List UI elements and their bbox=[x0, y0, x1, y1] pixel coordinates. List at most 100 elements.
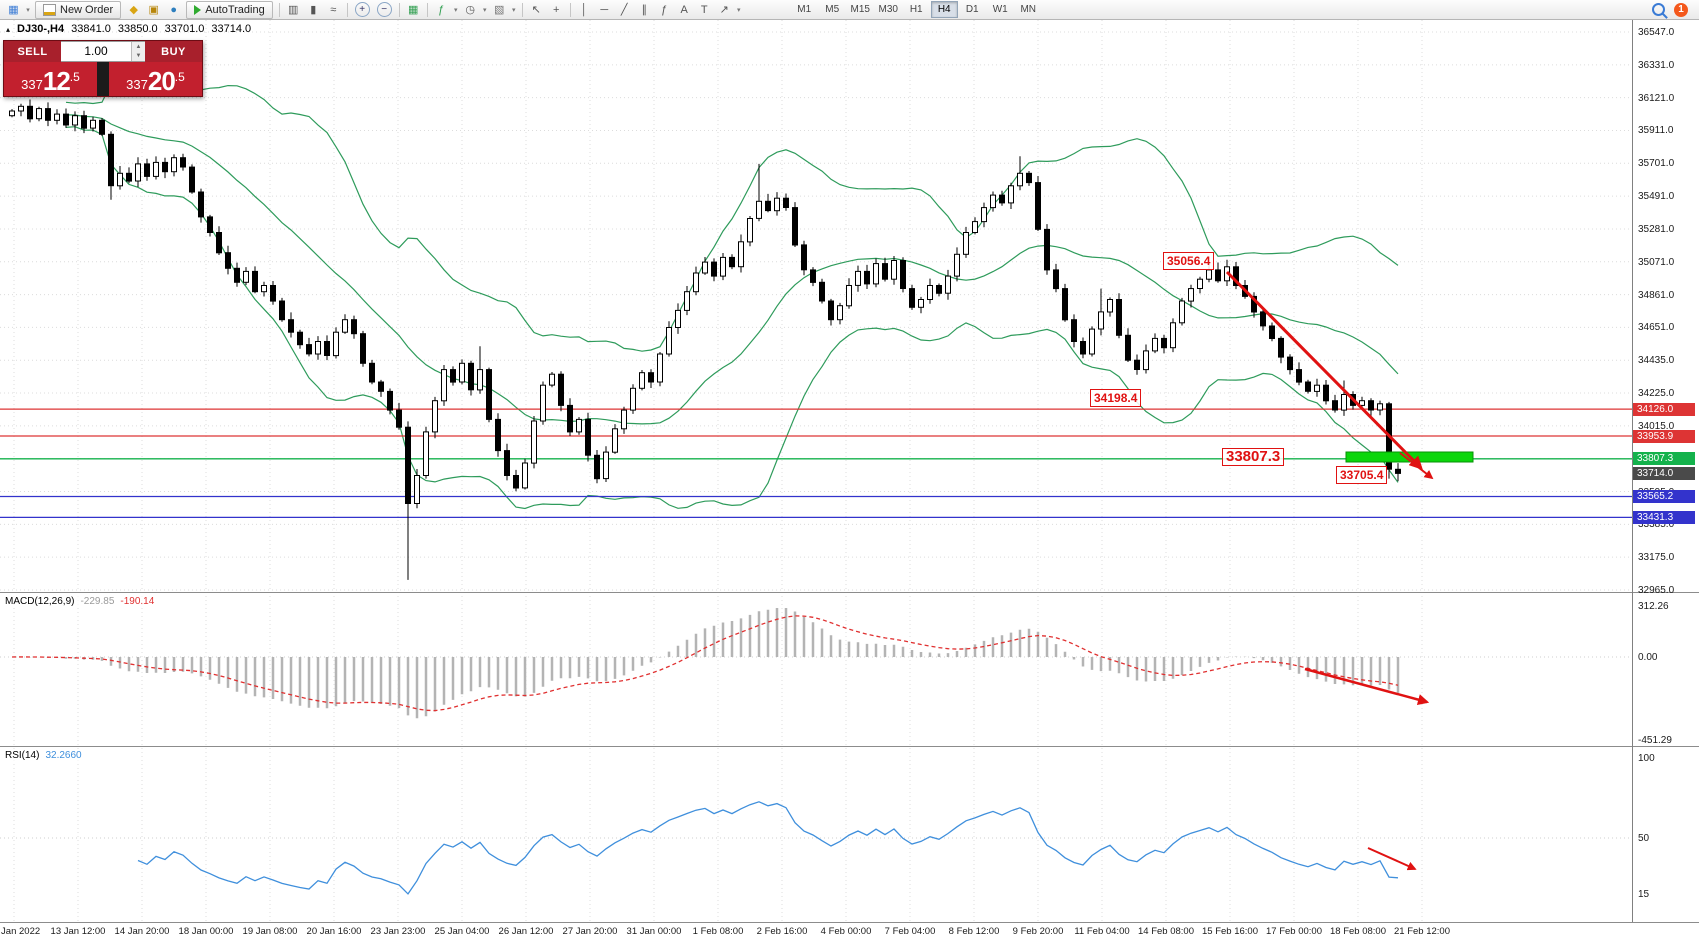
rsi-label: RSI(14) 32.2660 bbox=[5, 750, 82, 761]
time-axis-label: 21 Feb 12:00 bbox=[1394, 926, 1450, 937]
candles bbox=[9, 99, 1401, 580]
macd-name: MACD(12,26,9) bbox=[5, 596, 75, 607]
price-tag: 33565.2 bbox=[1633, 490, 1695, 503]
time-axis-label: 2 Feb 16:00 bbox=[756, 926, 808, 937]
label-icon[interactable]: T bbox=[700, 3, 708, 16]
bar-chart-mode-icon[interactable]: ▥ bbox=[288, 4, 299, 16]
time-axis-label: 14 Feb 08:00 bbox=[1138, 926, 1194, 937]
crosshair-icon[interactable]: + bbox=[553, 3, 560, 16]
time-axis-label: 25 Jan 04:00 bbox=[434, 926, 490, 937]
line-chart-mode-icon[interactable]: ≈ bbox=[330, 3, 337, 16]
volume-step-up-icon[interactable]: ▲ bbox=[132, 42, 145, 52]
tile-windows-icon[interactable]: ▦ bbox=[408, 4, 419, 16]
vertical-line-icon[interactable]: │ bbox=[580, 3, 588, 16]
one-click-collapse-icon[interactable]: ▴ bbox=[6, 24, 11, 34]
time-axis-label: 19 Jan 08:00 bbox=[242, 926, 298, 937]
main-toolbar: ▦ ▾ New Order ◆ ▣ ● AutoTrading ▥ ▮ ≈ + − ▦ ƒ ▾ ◷ ▾ ▧ ▾ ↖ + │… bbox=[0, 0, 1699, 20]
trend-arrow[interactable] bbox=[1304, 667, 1430, 706]
ohlc-open: 33841.0 bbox=[71, 23, 111, 35]
price-axis-label: 35491.0 bbox=[1638, 191, 1675, 203]
price-axis-label: 35911.0 bbox=[1638, 125, 1674, 137]
timeframe-d1[interactable]: D1 bbox=[965, 4, 979, 15]
data-window-icon[interactable]: ● bbox=[170, 3, 178, 16]
cursor-icon[interactable]: ↖ bbox=[531, 4, 541, 16]
time-axis-label: 20 Jan 16:00 bbox=[306, 926, 362, 937]
timeframe-m1[interactable]: M1 bbox=[797, 4, 812, 15]
macd-axis-label: 0.00 bbox=[1638, 652, 1658, 663]
time-axis-label: 9 Feb 20:00 bbox=[1012, 926, 1064, 937]
trend-arrow[interactable] bbox=[1367, 847, 1417, 871]
time-axis-label: 23 Jan 23:00 bbox=[370, 926, 426, 937]
price-axis-label: 32965.0 bbox=[1638, 585, 1675, 596]
sell-price[interactable]: 337 12.5 bbox=[4, 62, 97, 96]
zoom-in-icon[interactable]: + bbox=[354, 2, 370, 17]
fibonacci-icon[interactable]: ƒ bbox=[661, 3, 668, 16]
price-axis-label: 35701.0 bbox=[1638, 158, 1675, 170]
macd-signal-value: -190.14 bbox=[120, 596, 155, 607]
rsi-axis-label: 15 bbox=[1638, 889, 1650, 900]
notification-badge[interactable]: 1 bbox=[1674, 2, 1688, 17]
periods-icon[interactable]: ◷ bbox=[465, 4, 476, 16]
volume-step-down-icon[interactable]: ▼ bbox=[132, 51, 145, 61]
time-axis-label: 1 Feb 08:00 bbox=[692, 926, 744, 937]
trade-panel-divider bbox=[97, 62, 109, 96]
trend-arrow[interactable] bbox=[1225, 270, 1423, 470]
time-axis-label: 18 Jan 00:00 bbox=[178, 926, 234, 937]
trendline-icon[interactable]: ╱ bbox=[620, 4, 628, 16]
zoom-out-icon[interactable]: − bbox=[376, 2, 392, 17]
templates-icon[interactable]: ▧ bbox=[494, 4, 505, 16]
metaeditor-icon[interactable]: ◆ bbox=[129, 4, 138, 16]
dropdown-caret-icon[interactable]: ▾ bbox=[453, 6, 458, 14]
timeframe-h1[interactable]: H1 bbox=[909, 4, 923, 15]
price-annotation[interactable]: 33807.3 bbox=[1222, 448, 1285, 466]
bollinger-upper-band bbox=[65, 78, 1399, 352]
autotrading-play-icon bbox=[194, 4, 202, 15]
indicators-icon[interactable]: ƒ bbox=[438, 3, 445, 16]
macd-axis-label: 312.26 bbox=[1638, 601, 1669, 612]
buy-price[interactable]: 337 20.5 bbox=[109, 62, 202, 96]
dropdown-caret-icon[interactable]: ▾ bbox=[736, 6, 741, 14]
horizontal-line-icon[interactable]: ─ bbox=[600, 3, 609, 16]
price-axis-label: 34225.0 bbox=[1638, 388, 1675, 400]
text-icon[interactable]: A bbox=[680, 3, 688, 16]
timeframe-w1[interactable]: W1 bbox=[992, 4, 1008, 15]
price-axis-label: 34015.0 bbox=[1638, 420, 1675, 432]
new-order-button[interactable]: New Order bbox=[35, 0, 122, 19]
price-annotation[interactable]: 34198.4 bbox=[1090, 389, 1142, 407]
time-axis-label: 15 Feb 16:00 bbox=[1202, 926, 1258, 937]
price-axis-label: 34861.0 bbox=[1638, 289, 1675, 301]
buy-button[interactable]: BUY bbox=[145, 41, 202, 62]
price-annotation[interactable]: 33705.4 bbox=[1336, 466, 1388, 484]
toolbar-separator bbox=[521, 2, 523, 17]
market-watch-icon[interactable]: ▣ bbox=[148, 4, 159, 16]
ohlc-close: 33714.0 bbox=[211, 23, 252, 35]
chart-canvas[interactable] bbox=[0, 20, 1699, 941]
trend-arrow[interactable] bbox=[1399, 452, 1434, 480]
dropdown-caret-icon[interactable]: ▾ bbox=[482, 6, 487, 14]
timeframe-h4[interactable]: H4 bbox=[930, 1, 958, 18]
channel-icon[interactable]: ∥ bbox=[641, 4, 647, 16]
timeframe-mn[interactable]: MN bbox=[1020, 4, 1036, 15]
search-icon[interactable] bbox=[1652, 3, 1665, 16]
volume-input[interactable]: 1.00 bbox=[84, 44, 108, 58]
candlestick-mode-icon[interactable]: ▮ bbox=[310, 4, 317, 16]
price-tag: 33953.9 bbox=[1633, 429, 1695, 443]
sell-button[interactable]: SELL bbox=[4, 41, 61, 62]
price-axis-label: 34435.0 bbox=[1638, 355, 1675, 367]
arrows-tool-icon[interactable]: ↗ bbox=[719, 4, 729, 16]
macd-label: MACD(12,26,9) -229.85 -190.14 bbox=[5, 596, 155, 607]
price-annotation[interactable]: 35056.4 bbox=[1163, 252, 1215, 270]
dropdown-caret-icon[interactable]: ▾ bbox=[26, 6, 30, 14]
autotrading-button[interactable]: AutoTrading bbox=[186, 0, 273, 19]
timeframe-m30[interactable]: M30 bbox=[878, 4, 898, 15]
timeframe-m5[interactable]: M5 bbox=[825, 4, 840, 15]
time-axis-label: 12 Jan 2022 bbox=[0, 926, 41, 937]
symbol-period-label: DJ30-,H4 bbox=[17, 23, 65, 35]
macd-axis-label: -451.29 bbox=[1638, 735, 1672, 746]
dropdown-caret-icon[interactable]: ▾ bbox=[511, 6, 516, 14]
timeframe-m15[interactable]: M15 bbox=[850, 4, 870, 15]
price-axis-label: 34651.0 bbox=[1638, 322, 1675, 334]
ohlc-high: 33850.0 bbox=[117, 23, 158, 35]
toolbar-separator bbox=[426, 2, 428, 17]
new-chart-icon[interactable]: ▦ bbox=[8, 4, 19, 16]
